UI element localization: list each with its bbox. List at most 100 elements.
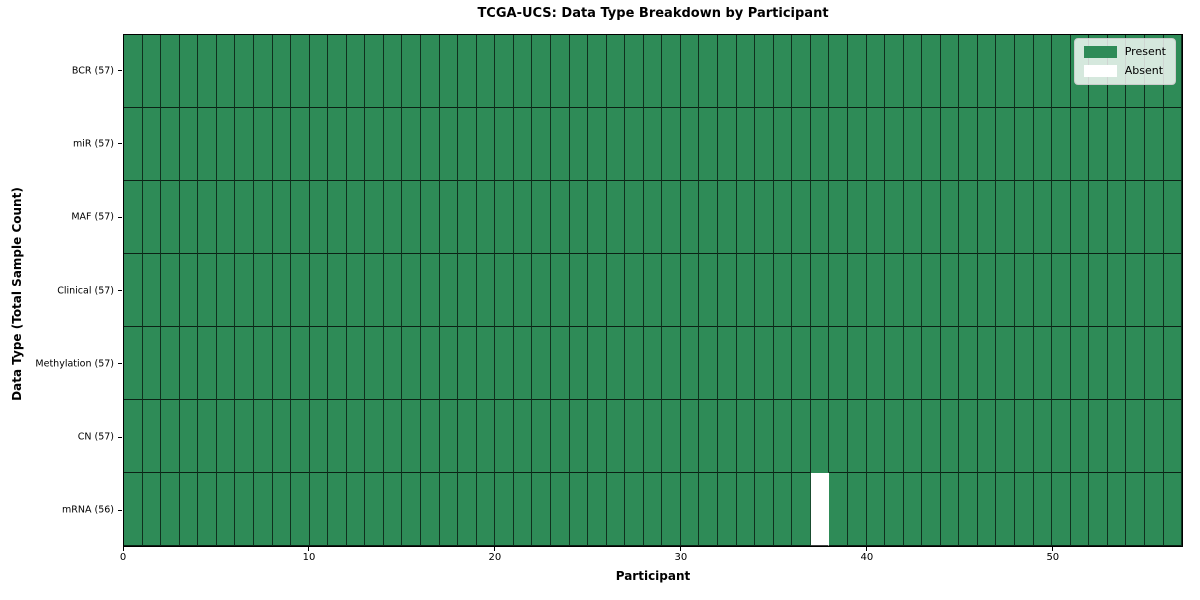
- heatmap-cell: [662, 254, 681, 327]
- heatmap-cell: [235, 181, 254, 254]
- heatmap-cell: [476, 473, 496, 546]
- heatmap-cell: [550, 473, 570, 546]
- heatmap-cell: [829, 35, 848, 108]
- heatmap-cell: [291, 327, 310, 400]
- heatmap-cell: [1033, 181, 1053, 254]
- heatmap-cell: [346, 254, 366, 327]
- heatmap-cell: [383, 108, 403, 181]
- heatmap-cell: [476, 108, 496, 181]
- heatmap-cell: [866, 473, 886, 546]
- x-tick-label: 40: [860, 552, 874, 563]
- heatmap-cell: [1033, 400, 1053, 473]
- heatmap-cell: [476, 181, 496, 254]
- heatmap-cell: [680, 327, 700, 400]
- y-tick-mark: [118, 70, 122, 72]
- heatmap-cell: [810, 327, 830, 400]
- heatmap-cell: [1070, 181, 1090, 254]
- heatmap-cell: [495, 35, 514, 108]
- heatmap-cell: [328, 473, 347, 546]
- heatmap-cell: [588, 473, 607, 546]
- heatmap-cell: [235, 473, 254, 546]
- x-tick-mark: [866, 547, 868, 551]
- heatmap-cell: [421, 400, 440, 473]
- heatmap-cell: [606, 35, 626, 108]
- heatmap-cell: [235, 327, 254, 400]
- heatmap-cell: [124, 327, 143, 400]
- heatmap-cell: [216, 108, 236, 181]
- heatmap-cell: [699, 181, 718, 254]
- x-tick-mark: [308, 547, 310, 551]
- heatmap-cell: [532, 327, 551, 400]
- legend-label: Present: [1124, 45, 1166, 58]
- heatmap-cell: [773, 400, 793, 473]
- heatmap-cell: [885, 254, 904, 327]
- heatmap-cell: [588, 181, 607, 254]
- heatmap-cell: [532, 400, 551, 473]
- heatmap-cell: [402, 473, 421, 546]
- heatmap-cell: [1070, 473, 1090, 546]
- heatmap-cell: [458, 108, 477, 181]
- heatmap-cell: [1089, 108, 1108, 181]
- heatmap-cell: [959, 254, 978, 327]
- heatmap-cell: [532, 181, 551, 254]
- heatmap-cell: [922, 400, 941, 473]
- heatmap-cell: [643, 473, 663, 546]
- heatmap-cell: [606, 473, 626, 546]
- heatmap-cell: [736, 254, 756, 327]
- heatmap-cell: [253, 108, 273, 181]
- heatmap-cell: [1052, 181, 1071, 254]
- heatmap-cell: [216, 473, 236, 546]
- heatmap-cell: [1070, 108, 1090, 181]
- heatmap-cell: [550, 254, 570, 327]
- y-tick-label-CN: CN (57): [77, 431, 114, 443]
- legend: Present Absent: [1073, 38, 1176, 85]
- x-tick-label: 50: [1046, 552, 1060, 563]
- heatmap-cell: [606, 327, 626, 400]
- heatmap-cell: [680, 473, 700, 546]
- heatmap-cell: [346, 473, 366, 546]
- heatmap-cell: [291, 254, 310, 327]
- heatmap-cell: [829, 327, 848, 400]
- heatmap-cell: [773, 327, 793, 400]
- heatmap-cell: [736, 473, 756, 546]
- heatmap-cell: [458, 400, 477, 473]
- heatmap-cell: [773, 254, 793, 327]
- heatmap-cell: [1070, 327, 1090, 400]
- heatmap-cell: [198, 108, 217, 181]
- heatmap-cell: [439, 254, 459, 327]
- heatmap-cell: [124, 108, 143, 181]
- heatmap-cell: [755, 400, 774, 473]
- heatmap-cell: [885, 35, 904, 108]
- heatmap-cell: [996, 400, 1015, 473]
- heatmap-cell: [773, 35, 793, 108]
- heatmap-row-CN: [124, 400, 1183, 473]
- heatmap-cell: [142, 400, 162, 473]
- heatmap-cell: [829, 108, 848, 181]
- heatmap-cell: [810, 400, 830, 473]
- heatmap-cell: [996, 35, 1015, 108]
- heatmap-cell: [625, 181, 644, 254]
- heatmap-cell: [1126, 400, 1145, 473]
- heatmap-cell: [922, 327, 941, 400]
- heatmap-cell: [439, 400, 459, 473]
- heatmap-cell: [866, 35, 886, 108]
- heatmap-cell: [885, 473, 904, 546]
- heatmap-cell: [346, 327, 366, 400]
- heatmap-cell: [253, 35, 273, 108]
- heatmap-cell: [680, 181, 700, 254]
- heatmap-cell: [1033, 327, 1053, 400]
- heatmap-cell: [736, 181, 756, 254]
- heatmap-cell: [142, 181, 162, 254]
- heatmap-cell: [161, 108, 180, 181]
- heatmap-cell: [421, 327, 440, 400]
- heatmap-cell: [680, 400, 700, 473]
- heatmap-cell: [736, 35, 756, 108]
- heatmap-cell: [124, 400, 143, 473]
- heatmap-cell: [699, 254, 718, 327]
- heatmap-cell: [866, 108, 886, 181]
- heatmap-cell: [476, 254, 496, 327]
- heatmap-cell: [1126, 181, 1145, 254]
- heatmap-cell: [235, 254, 254, 327]
- heatmap-cell: [1033, 35, 1053, 108]
